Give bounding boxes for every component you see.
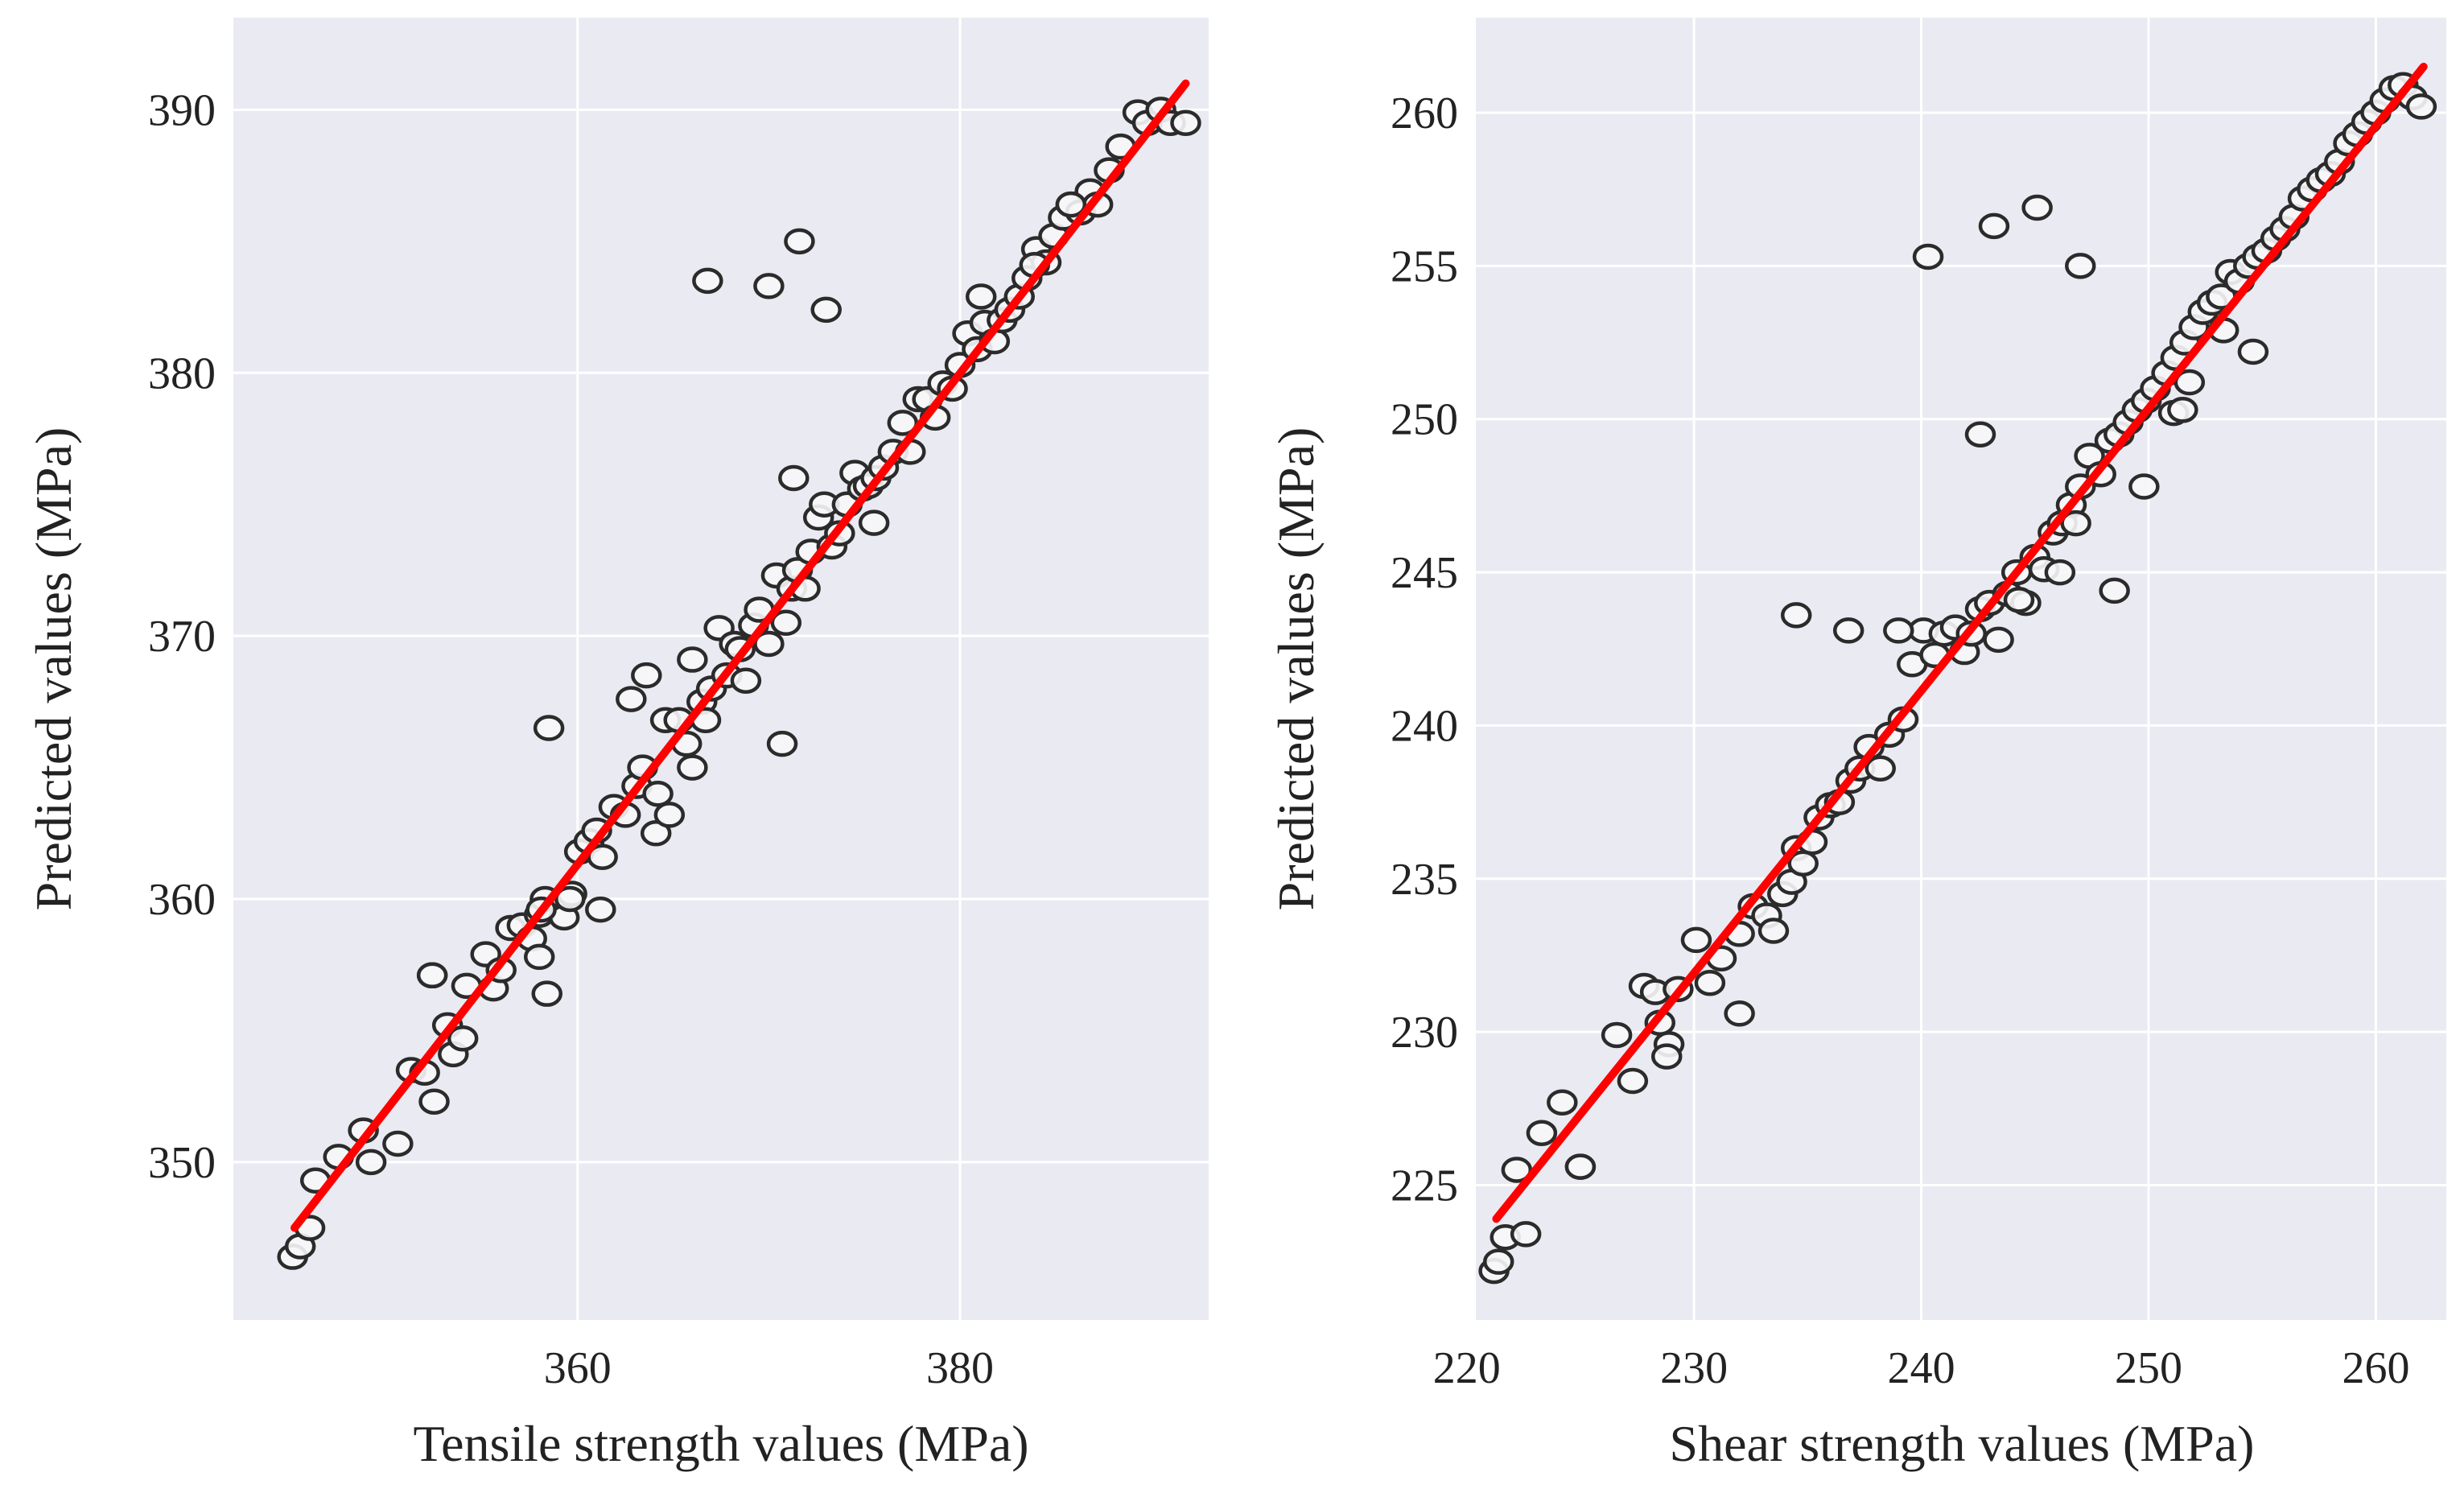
- data-point: [1832, 617, 1864, 644]
- data-point: [778, 464, 810, 492]
- y-tick-label: 380: [148, 349, 216, 398]
- data-point: [1547, 1089, 1578, 1116]
- fit-line: [1492, 62, 2428, 1223]
- data-point: [1964, 421, 1996, 448]
- data-point: [1864, 755, 1896, 782]
- tick-labels: 360 380 350 360 370 380 390: [148, 85, 994, 1393]
- data-point: [447, 1025, 479, 1052]
- data-point: [1780, 602, 1812, 629]
- data-point: [766, 730, 798, 757]
- data-point: [587, 843, 618, 870]
- data-point: [2021, 194, 2053, 221]
- data-point: [1757, 918, 1790, 944]
- y-tick-label: 225: [1391, 1161, 1458, 1210]
- y-axis-title: Predicted values (MPa): [25, 427, 82, 911]
- data-point: [1983, 626, 2014, 654]
- tick-labels: 220 230 240 250 260 225 230 235 240 245 250 255 260: [1391, 89, 2409, 1393]
- data-point: [418, 1088, 450, 1115]
- x-tick-label: 220: [1433, 1343, 1501, 1393]
- data-point: [1510, 1221, 1542, 1248]
- data-point: [1055, 191, 1087, 218]
- data-point: [2060, 509, 2091, 537]
- data-point: [730, 667, 762, 694]
- x-tick-label: 230: [1660, 1343, 1728, 1393]
- data-point: [585, 896, 616, 923]
- data-point: [640, 820, 672, 847]
- data-point: [1724, 1000, 1755, 1027]
- y-axis-title: Predicted values (MPa): [1267, 427, 1325, 911]
- data-point: [355, 1149, 387, 1176]
- data-point: [2405, 93, 2437, 120]
- data-point: [554, 885, 586, 913]
- data-point: [1680, 926, 1712, 954]
- data-point: [858, 509, 890, 536]
- data-point: [810, 296, 842, 324]
- data-point: [531, 980, 562, 1007]
- data-point: [753, 630, 785, 658]
- data-point: [2003, 587, 2035, 613]
- y-tick-label: 230: [1391, 1008, 1458, 1058]
- data-point: [965, 283, 997, 310]
- scatter-points: [1478, 72, 2437, 1285]
- y-tick-label: 245: [1391, 548, 1458, 598]
- data-point: [1694, 969, 1726, 996]
- data-point: [2237, 338, 2269, 365]
- data-point: [1883, 617, 1914, 644]
- y-tick-label: 260: [1391, 89, 1458, 138]
- fit-line: [290, 79, 1190, 1232]
- y-tick-label: 240: [1391, 701, 1458, 751]
- x-tick-label: 360: [544, 1343, 612, 1393]
- data-point: [2044, 559, 2076, 586]
- data-point: [1526, 1120, 1558, 1147]
- x-tick-label: 250: [2115, 1343, 2182, 1393]
- data-point: [533, 715, 565, 741]
- data-point: [382, 1130, 414, 1157]
- shear-strength-panel: 220 230 240 250 260225230235240245250255260 …: [1267, 18, 2446, 1472]
- data-point: [1978, 212, 2010, 240]
- y-tick-label: 235: [1391, 855, 1458, 905]
- x-axis-title: Shear strength values (MPa): [1670, 1415, 2255, 1472]
- data-point: [2065, 253, 2096, 279]
- grid-lines: [1465, 18, 2446, 1320]
- tensile-strength-panel: 360 380 350 360 370 380 390 Tensile strength v…: [25, 18, 1209, 1472]
- data-point: [1912, 243, 1944, 270]
- grid-lines: [233, 18, 1209, 1320]
- data-point: [784, 228, 815, 255]
- x-tick-label: 260: [2342, 1343, 2409, 1393]
- data-point: [692, 267, 723, 295]
- data-point: [1170, 109, 1201, 136]
- regression-line: [1492, 62, 2428, 1223]
- data-point: [642, 781, 674, 807]
- y-tick-label: 350: [148, 1138, 216, 1188]
- data-point: [523, 943, 555, 971]
- data-point: [1650, 1043, 1683, 1070]
- data-point: [616, 686, 647, 712]
- y-tick-label: 390: [148, 85, 216, 135]
- data-point: [2167, 397, 2198, 423]
- y-tick-label: 250: [1391, 395, 1458, 445]
- data-point: [2128, 473, 2160, 500]
- data-point: [653, 802, 686, 828]
- data-point: [677, 754, 708, 781]
- x-tick-label: 240: [1888, 1343, 1955, 1393]
- data-point: [1601, 1021, 1633, 1049]
- data-point: [677, 646, 708, 673]
- data-point: [1482, 1248, 1514, 1275]
- data-point: [1617, 1067, 1649, 1095]
- data-point: [753, 273, 785, 299]
- y-tick-label: 255: [1391, 241, 1458, 291]
- y-tick-label: 360: [148, 875, 216, 925]
- data-point: [631, 662, 662, 689]
- data-point: [2174, 369, 2206, 396]
- regression-line: [290, 79, 1190, 1232]
- data-point: [2099, 577, 2130, 604]
- x-axis-title: Tensile strength values (MPa): [413, 1415, 1028, 1472]
- data-point: [1501, 1157, 1533, 1183]
- x-tick-label: 380: [926, 1343, 994, 1393]
- data-point: [1564, 1153, 1597, 1180]
- data-point: [416, 962, 448, 989]
- data-point: [770, 609, 802, 637]
- y-tick-label: 370: [148, 612, 216, 662]
